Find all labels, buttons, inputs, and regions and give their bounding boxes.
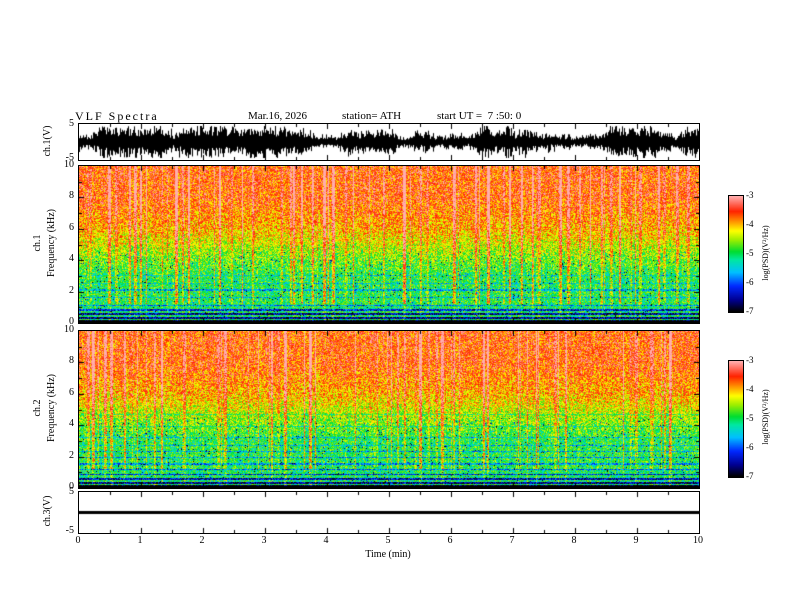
colorbar1-tick-label: -7 [746,306,754,316]
spec2-freq-tick-label: 4 [69,418,74,429]
plot-start-ut: start UT = 7 :50: 0 [437,110,522,122]
plot-station: station= ATH [342,110,402,122]
spec2-freq-tick-label: 10 [64,324,74,335]
time-tick-label: 0 [75,535,81,546]
spec1-freq-tick-label: 8 [69,190,74,201]
spec2-frequency-axis-label: Frequency (kHz) [46,373,57,443]
time-tick-label: 8 [571,535,577,546]
ch1-volt-axis-label: ch.1(V) [42,125,53,157]
colorbar1-canvas [728,195,744,313]
time-tick-label: 1 [137,535,143,546]
colorbar2-tick-label: -3 [746,355,754,365]
time-tick-label: 3 [261,535,267,546]
spec2-freq-tick-label: 2 [69,450,74,461]
colorbar1-tick-label: -3 [746,190,754,200]
time-tick-label: 9 [633,535,639,546]
ch1-spectrogram-canvas [78,165,700,324]
colorbar2-tick-label: -6 [746,442,754,452]
spec1-freq-tick-label: 2 [69,285,74,296]
time-tick-label: 10 [693,535,703,546]
spec1-freq-tick-label: 6 [69,222,74,233]
time-axis-label: Time (min) [365,549,411,560]
colorbar2-canvas [728,360,744,478]
spec1-freq-tick-label: 10 [64,159,74,170]
spec1-freq-tick-label: 0 [69,316,74,327]
plot-title: VLF Spectra [75,109,159,123]
colorbar1-tick-label: -6 [746,277,754,287]
time-tick-label: 7 [509,535,515,546]
colorbar2-tick-label: -5 [746,413,754,423]
spec2-freq-tick-label: 0 [69,481,74,492]
ch3-volt-axis-label: ch.3(V) [42,495,53,527]
time-tick-label: 2 [199,535,205,546]
spec2-freq-tick-label: 8 [69,355,74,366]
spec2-channel-label: ch.2 [32,399,43,417]
ch3-volt-max-label: 5 [69,486,74,497]
ch1-volt-max-label: 5 [69,118,74,129]
spec2-freq-tick-label: 6 [69,387,74,398]
spec1-frequency-axis-label: Frequency (kHz) [46,208,57,278]
spec1-channel-label: ch.1 [32,234,43,252]
time-tick-label: 4 [323,535,329,546]
colorbar2-tick-label: -7 [746,471,754,481]
time-tick-label: 5 [385,535,391,546]
colorbar1-tick-label: -4 [746,219,754,229]
ch1-volt-min-label: -5 [65,152,74,163]
time-tick-label: 6 [447,535,453,546]
ch3-waveform-canvas [78,491,700,534]
plot-date: Mar.16, 2026 [248,110,307,122]
ch3-volt-min-label: -5 [65,525,74,536]
ch1-waveform-canvas [78,123,700,161]
spec1-freq-tick-label: 4 [69,253,74,264]
colorbar2-tick-label: -4 [746,384,754,394]
ch2-spectrogram-canvas [78,330,700,489]
colorbar1-tick-label: -5 [746,248,754,258]
